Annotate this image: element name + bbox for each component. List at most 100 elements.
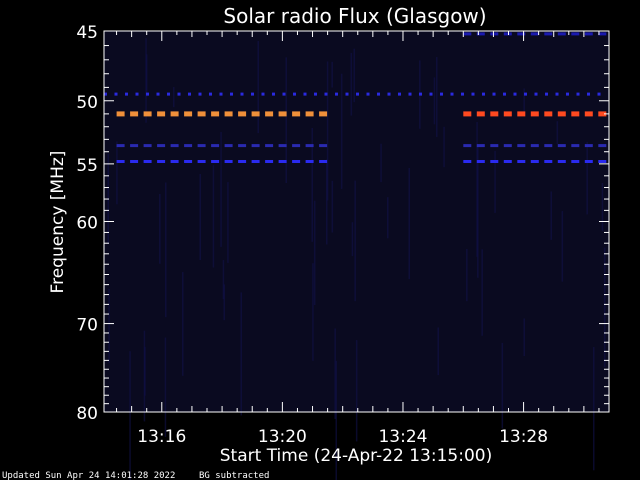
band-segment <box>544 111 553 117</box>
band-segment <box>292 160 301 163</box>
noise-streak <box>164 337 167 437</box>
band-segment <box>292 144 301 148</box>
band-segment <box>557 111 566 117</box>
noise-streak <box>523 318 525 356</box>
noise-streak <box>523 88 525 113</box>
band-segment <box>517 111 526 117</box>
emission-bands <box>104 32 607 163</box>
band-segment <box>238 160 247 163</box>
band-segment <box>463 111 472 117</box>
band-segment <box>513 92 517 96</box>
noise-streak <box>159 194 161 264</box>
x-tick-label: 13:16 <box>137 427 186 447</box>
band-segment <box>197 160 206 163</box>
noise-streak <box>477 146 479 278</box>
band-segment <box>305 160 314 163</box>
band-segment <box>278 160 287 163</box>
band-segment <box>224 144 233 148</box>
background-note: BG subtracted <box>199 471 269 480</box>
band-segment <box>544 160 553 163</box>
band-segment <box>319 111 328 117</box>
band-segment <box>230 92 233 96</box>
band-segment <box>584 144 593 148</box>
noise-streak <box>165 182 167 318</box>
band-segment <box>314 92 317 96</box>
noise-streak <box>312 263 314 361</box>
axes: 45 50 55 60 70 80 13:16 13:20 13:24 13:28 <box>76 23 610 447</box>
band-segment <box>224 111 233 117</box>
noise-streak <box>212 165 215 268</box>
noise-streak <box>227 182 229 263</box>
band-segment <box>544 144 553 148</box>
band-segment <box>503 160 512 163</box>
band-segment <box>146 92 149 96</box>
noise-streak <box>199 174 201 260</box>
y-tick-label: 80 <box>76 404 98 424</box>
band-segment <box>130 160 139 163</box>
band-segment <box>251 92 254 96</box>
band-segment <box>305 144 314 148</box>
x-tick-label: 13:20 <box>258 427 307 447</box>
band-segment <box>544 32 553 36</box>
band-segment <box>450 92 454 96</box>
band-segment <box>534 92 538 96</box>
band-segment <box>293 92 296 96</box>
noise-streak <box>108 288 110 364</box>
band-segment <box>319 160 328 163</box>
noise-streak <box>380 143 382 183</box>
band-segment <box>157 111 166 117</box>
band-segment <box>461 92 464 96</box>
band-segment <box>517 32 526 36</box>
band-segment <box>240 92 244 96</box>
plot-area <box>104 31 609 480</box>
noise-streak <box>220 132 222 247</box>
band-segment <box>584 111 593 117</box>
noise-streak <box>466 249 468 302</box>
band-segment <box>224 160 233 163</box>
band-segment <box>211 111 220 117</box>
noise-streak <box>331 61 333 88</box>
band-segment <box>555 92 559 96</box>
y-axis-ticks: 45 50 55 60 70 80 <box>76 23 609 424</box>
band-segment <box>261 92 265 96</box>
band-segment <box>116 160 125 163</box>
band-segment <box>571 160 580 163</box>
band-segment <box>292 111 301 117</box>
band-segment <box>557 160 566 163</box>
band-segment <box>398 92 401 96</box>
band-segment <box>238 111 247 117</box>
band-segment <box>492 92 496 96</box>
y-axis-label: Frequency [MHz] <box>48 151 68 294</box>
band-segment <box>303 92 307 96</box>
band-segment <box>503 111 512 117</box>
band-segment <box>584 32 593 36</box>
band-segment <box>278 111 287 117</box>
band-segment <box>345 92 349 96</box>
band-segment <box>366 92 370 96</box>
noise-streak <box>437 327 439 376</box>
noise-streak <box>331 180 334 233</box>
band-segment <box>476 32 485 36</box>
noise-streak <box>355 340 358 442</box>
band-segment <box>566 92 569 96</box>
band-segment <box>530 111 539 117</box>
band-segment <box>571 111 580 117</box>
band-segment <box>587 92 590 96</box>
noise-streak <box>335 360 337 480</box>
band-segment <box>490 111 499 117</box>
noise-streak <box>116 141 118 205</box>
chart-title: Solar radio Flux (Glasgow) <box>223 4 486 28</box>
noise-streak <box>182 272 184 376</box>
noise-streak <box>145 54 148 97</box>
band-segment <box>135 92 139 96</box>
band-segment <box>219 92 223 96</box>
band-segment <box>104 92 107 96</box>
y-tick-label: 60 <box>76 214 98 234</box>
band-segment <box>503 92 506 96</box>
noise-streak <box>586 141 588 215</box>
band-segment <box>265 144 274 148</box>
band-segment <box>571 144 580 148</box>
band-segment <box>517 144 526 148</box>
band-segment <box>490 144 499 148</box>
